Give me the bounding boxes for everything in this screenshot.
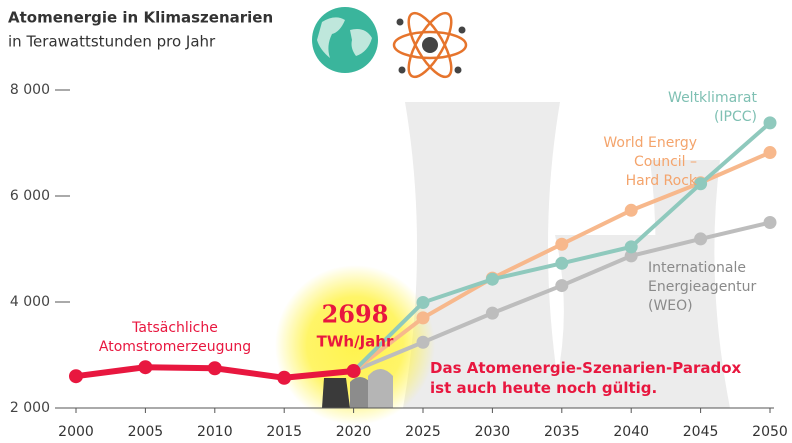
data-point <box>625 204 638 217</box>
y-tick-label: 8 000 <box>10 82 50 98</box>
x-tick-label: 2000 <box>58 424 94 440</box>
data-point <box>138 360 152 374</box>
atom-icon <box>459 27 466 34</box>
data-point <box>417 311 430 324</box>
value-label: 2698 <box>322 300 389 329</box>
data-point <box>764 146 777 159</box>
data-point <box>347 364 361 378</box>
y-tick-label: 4 000 <box>10 294 50 310</box>
data-point <box>486 273 499 286</box>
x-tick-label: 2020 <box>336 424 372 440</box>
data-point <box>555 257 568 270</box>
x-tick-label: 2015 <box>266 424 302 440</box>
chart-subtitle: in Terawattstunden pro Jahr <box>8 33 216 51</box>
reactor-icon <box>368 369 393 408</box>
atom-icon <box>399 67 406 74</box>
atom-icon <box>455 67 462 74</box>
x-tick-label: 2005 <box>128 424 164 440</box>
data-point <box>625 240 638 253</box>
data-point <box>764 116 777 129</box>
data-point <box>277 371 291 385</box>
x-tick-label: 2025 <box>405 424 441 440</box>
data-point <box>764 216 777 229</box>
data-point <box>208 361 222 375</box>
data-point <box>555 238 568 251</box>
data-point <box>417 336 430 349</box>
reactor-icon <box>350 377 370 408</box>
y-tick-label: 2 000 <box>10 400 50 416</box>
data-point <box>694 232 707 245</box>
unit-label: TWh/Jahr <box>317 333 394 351</box>
atom-icon <box>397 19 404 26</box>
data-point <box>555 279 568 292</box>
atom-icon <box>422 37 438 53</box>
y-tick-label: 6 000 <box>10 188 50 204</box>
chart: Atomenergie in Klimaszenarien in Terawat… <box>0 0 792 443</box>
data-point <box>486 307 499 320</box>
x-tick-label: 2040 <box>613 424 649 440</box>
x-tick-label: 2030 <box>475 424 511 440</box>
data-point <box>69 369 83 383</box>
series-label: Weltklimarat(IPCC) <box>668 90 757 125</box>
data-point <box>417 296 430 309</box>
x-tick-label: 2010 <box>197 424 233 440</box>
chart-title: Atomenergie in Klimaszenarien <box>8 9 273 27</box>
reactor-icon <box>322 378 350 408</box>
x-tick-label: 2050 <box>752 424 788 440</box>
x-tick-label: 2035 <box>544 424 580 440</box>
x-tick-label: 2045 <box>683 424 719 440</box>
